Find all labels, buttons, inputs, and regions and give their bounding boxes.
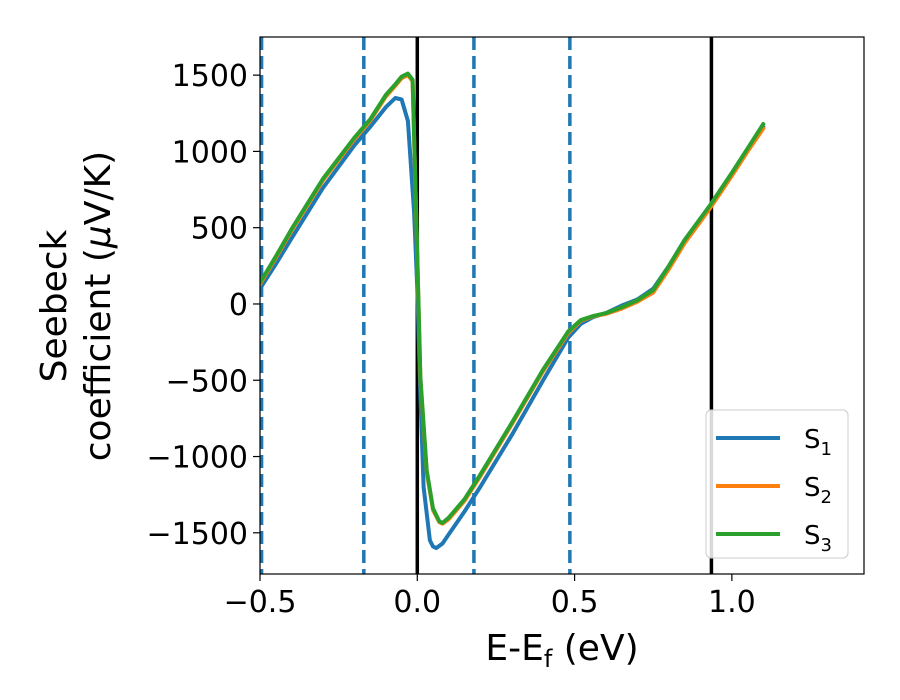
series-line-S3: [260, 71, 766, 525]
y-tick-label: −1000: [147, 441, 248, 476]
x-tick-label: 0.5: [551, 585, 599, 620]
legend-label-S1: S1: [804, 425, 832, 460]
series-lines: [260, 71, 766, 551]
reference-lines: [260, 37, 714, 574]
y-tick-label: 500: [191, 212, 248, 247]
legend-label-S2: S2: [804, 473, 832, 508]
x-tick-label: −0.5: [224, 585, 297, 620]
y-axis: −1500 −1000 −500 0 500 1000 1500: [147, 59, 260, 552]
plot-frame: [259, 36, 865, 575]
y-axis-title: Seebeck coefficient (μV/K): [34, 151, 119, 461]
y-tick-label: −1500: [147, 517, 248, 552]
x-tick-label: 1.0: [708, 585, 756, 620]
series-line-S2: [260, 73, 766, 526]
x-tick-label: 0.0: [393, 585, 441, 620]
legend-label-S3: S3: [804, 521, 832, 556]
legend: S1 S2 S3: [705, 409, 849, 559]
y-tick-label: 0: [229, 288, 248, 323]
x-axis-title: E-Ef (eV): [485, 628, 638, 673]
y-axis-title-line2: coefficient (μV/K): [78, 151, 119, 461]
y-axis-title-line1: Seebeck: [34, 229, 75, 382]
y-tick-label: 1500: [172, 59, 248, 94]
x-axis: −0.5 0.0 0.5 1.0: [224, 574, 756, 620]
y-tick-label: 1000: [172, 135, 248, 170]
y-tick-label: −500: [166, 364, 248, 399]
